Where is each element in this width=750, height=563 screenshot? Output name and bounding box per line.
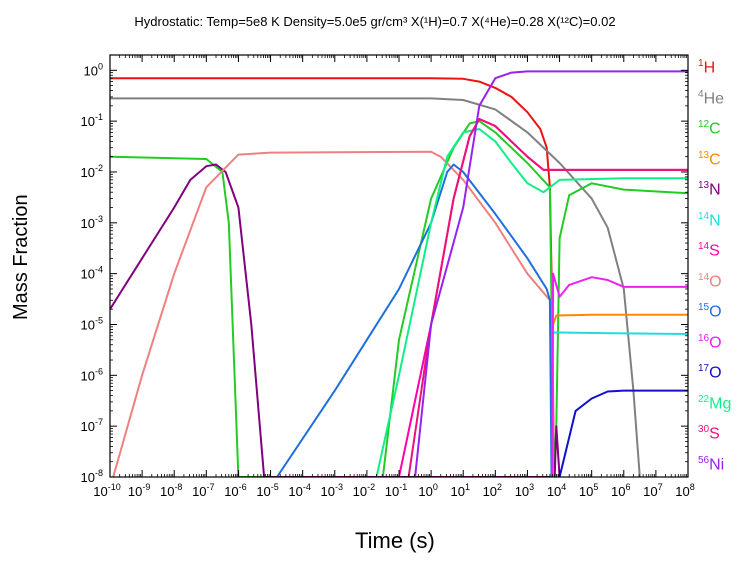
y-tick-label: 10-6 <box>81 366 103 383</box>
x-tick-label: 10-1 <box>385 482 407 499</box>
legend-item-12C: 12C <box>698 119 750 150</box>
series-line-16O <box>551 272 688 477</box>
legend-mass-number: 13 <box>698 149 710 161</box>
y-tick-label: 10-3 <box>81 214 103 231</box>
legend-item-14S: 14S <box>698 241 750 272</box>
legend-mass-number: 12 <box>698 119 710 130</box>
x-tick-label: 104 <box>547 482 566 499</box>
x-tick-label: 100 <box>418 482 437 499</box>
legend-element-symbol: S <box>709 242 720 260</box>
series-line-4He <box>110 97 641 477</box>
legend-element-symbol: O <box>709 364 722 382</box>
legend-element-symbol: C <box>709 120 721 138</box>
legend-element-symbol: He <box>703 89 725 107</box>
y-tick-label: 10-8 <box>81 468 103 485</box>
legend-item-14N: 14N <box>698 211 750 242</box>
plot-frame <box>109 54 689 478</box>
legend-element-symbol: H <box>703 59 716 77</box>
legend-element-symbol: Mg <box>709 394 732 412</box>
y-tick-label: 10-7 <box>81 417 103 434</box>
series-line-56Ni <box>414 70 688 477</box>
x-tick-label: 10-9 <box>128 482 150 499</box>
x-axis-label: Time (s) <box>355 528 435 553</box>
x-tick-label: 106 <box>611 482 630 499</box>
x-tick-label: 10-3 <box>321 482 343 499</box>
legend-item-16O: 16O <box>698 333 750 364</box>
legend-element-symbol: O <box>709 333 722 351</box>
legend-element-symbol: C <box>709 150 721 168</box>
legend-item-17O: 17O <box>698 363 750 394</box>
x-tick-label: 10-10 <box>93 482 120 499</box>
series-line-13N <box>110 163 561 477</box>
legend-item-56Ni: 56Ni <box>698 455 750 486</box>
chart-title: Hydrostatic: Temp=5e8 K Density=5.0e5 gr… <box>134 14 616 29</box>
series-line-17O <box>558 389 688 477</box>
legend-mass-number: 22 <box>698 393 710 405</box>
legend: 1H 4He 12C 13C 13N 14N 14S 14O 15O 16O 17O 22Mg 30S 5… <box>698 58 750 485</box>
legend-element-symbol: O <box>709 303 722 321</box>
axis-ticks: 10-10 10-9 10-8 10-7 10-6 10-5 10-4 10-3 10-2 10-… <box>81 54 695 499</box>
series-line-30S <box>407 118 688 477</box>
legend-mass-number: 13 <box>698 180 710 191</box>
legend-element-symbol: Ni <box>709 455 725 473</box>
series-line-15O <box>276 163 553 477</box>
x-tick-label: 10-7 <box>192 482 214 499</box>
series-line-14O <box>112 150 555 477</box>
x-tick-label: 103 <box>515 482 534 499</box>
legend-element-symbol: S <box>709 425 720 443</box>
legend-item-13N: 13N <box>698 180 750 211</box>
y-tick-label: 10-5 <box>81 315 103 332</box>
x-tick-label: 108 <box>675 482 694 499</box>
x-tick-label: 10-4 <box>288 482 310 499</box>
y-axis-label: Mass Fraction <box>10 194 32 320</box>
x-tick-label: 10-5 <box>256 482 278 499</box>
legend-item-14O: 14O <box>698 272 750 303</box>
legend-mass-number: 1 <box>698 58 704 69</box>
x-tick-label: 102 <box>483 482 502 499</box>
legend-item-1H: 1H <box>698 58 750 89</box>
y-tick-label: 10-4 <box>81 265 103 282</box>
series-line-1H <box>110 77 555 477</box>
legend-mass-number: 14 <box>698 210 710 222</box>
y-tick-label: 10-1 <box>81 112 103 129</box>
legend-mass-number: 4 <box>698 88 704 100</box>
x-tick-label: 10-8 <box>160 482 182 499</box>
legend-item-30S: 30S <box>698 424 750 455</box>
x-tick-label: 10-6 <box>224 482 246 499</box>
series-line-14N <box>551 331 688 477</box>
plot-lines <box>110 70 688 477</box>
x-tick-label: 107 <box>643 482 662 499</box>
y-tick-label: 10-2 <box>81 163 103 180</box>
y-tick-label: 100 <box>84 61 103 78</box>
legend-item-4He: 4He <box>698 89 750 120</box>
x-tick-label: 101 <box>450 482 469 499</box>
legend-mass-number: 15 <box>698 302 710 313</box>
legend-mass-number: 14 <box>698 271 710 283</box>
legend-mass-number: 16 <box>698 332 710 344</box>
legend-item-13C: 13C <box>698 150 750 181</box>
legend-item-15O: 15O <box>698 302 750 333</box>
x-tick-label: 10-2 <box>353 482 375 499</box>
series-line-12C <box>110 120 688 477</box>
legend-element-symbol: O <box>709 272 722 290</box>
x-tick-label: 105 <box>579 482 598 499</box>
legend-mass-number: 14 <box>698 241 710 252</box>
legend-element-symbol: N <box>709 211 721 229</box>
legend-item-22Mg: 22Mg <box>698 394 750 425</box>
legend-mass-number: 56 <box>698 454 710 466</box>
legend-element-symbol: N <box>709 181 721 199</box>
series-line-13C <box>551 313 688 477</box>
legend-mass-number: 30 <box>698 424 710 435</box>
series-line-22Mg <box>375 128 688 477</box>
legend-mass-number: 17 <box>698 363 710 374</box>
